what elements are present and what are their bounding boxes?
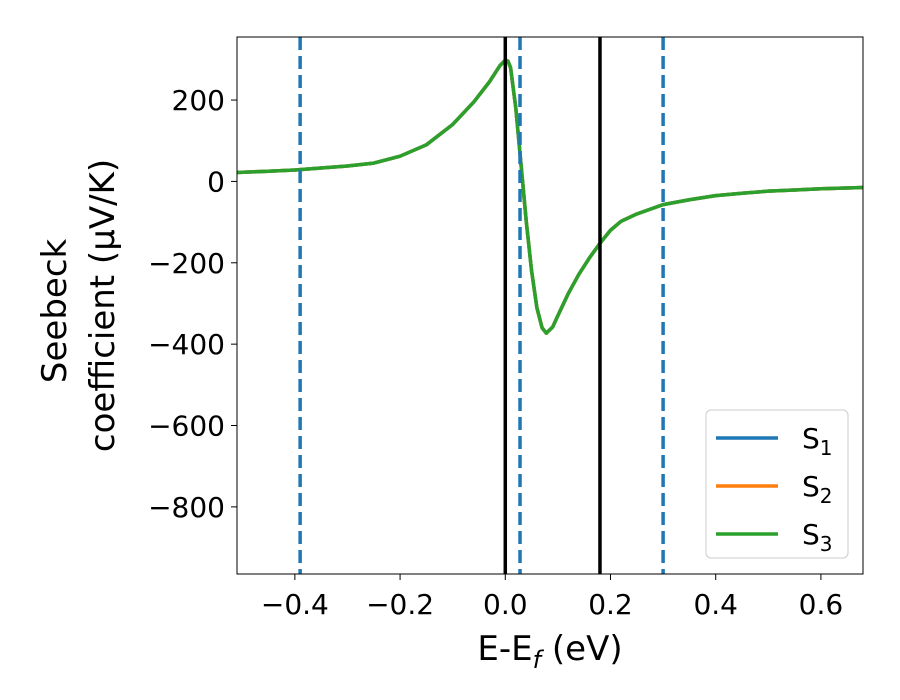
x-tick-label: 0.6 — [799, 588, 844, 621]
y-tick-label: −400 — [148, 328, 225, 361]
series-line-s1 — [237, 58, 863, 335]
legend-label-s2: S2 — [802, 470, 833, 508]
series-line-s2 — [237, 58, 863, 335]
x-tick-label: 0.4 — [693, 588, 738, 621]
y-tick-label: −200 — [148, 247, 225, 280]
plot-frame — [236, 36, 864, 575]
x-tick-label: 0.0 — [483, 588, 528, 621]
legend-label-s3: S3 — [802, 518, 833, 556]
x-tick-label: −0.2 — [366, 588, 434, 621]
legend-label-s1: S1 — [802, 422, 833, 460]
series-line-s3 — [237, 58, 863, 335]
y-tick-label: 200 — [172, 84, 225, 117]
x-tick-label: −0.4 — [261, 588, 329, 621]
x-axis-label: E-Ef (eV) — [477, 629, 622, 674]
y-tick-label: −600 — [148, 410, 225, 443]
legend-box — [705, 409, 849, 559]
y-tick-label: 0 — [207, 165, 225, 198]
data-layer — [237, 37, 863, 574]
axis-labels: E-Ef (eV) Seebeck coefficient (μV/K) — [35, 159, 623, 674]
tick-layer: −0.4 −0.2 0.0 0.2 0.4 0.6 200 0 −200 −400 −600 −800 — [148, 84, 843, 621]
x-tick-label: 0.2 — [588, 588, 633, 621]
y-tick-label: −800 — [148, 491, 225, 524]
y-axis-label: Seebeck coefficient (μV/K) — [35, 159, 123, 452]
legend: S1 S2 S3 — [705, 409, 849, 559]
